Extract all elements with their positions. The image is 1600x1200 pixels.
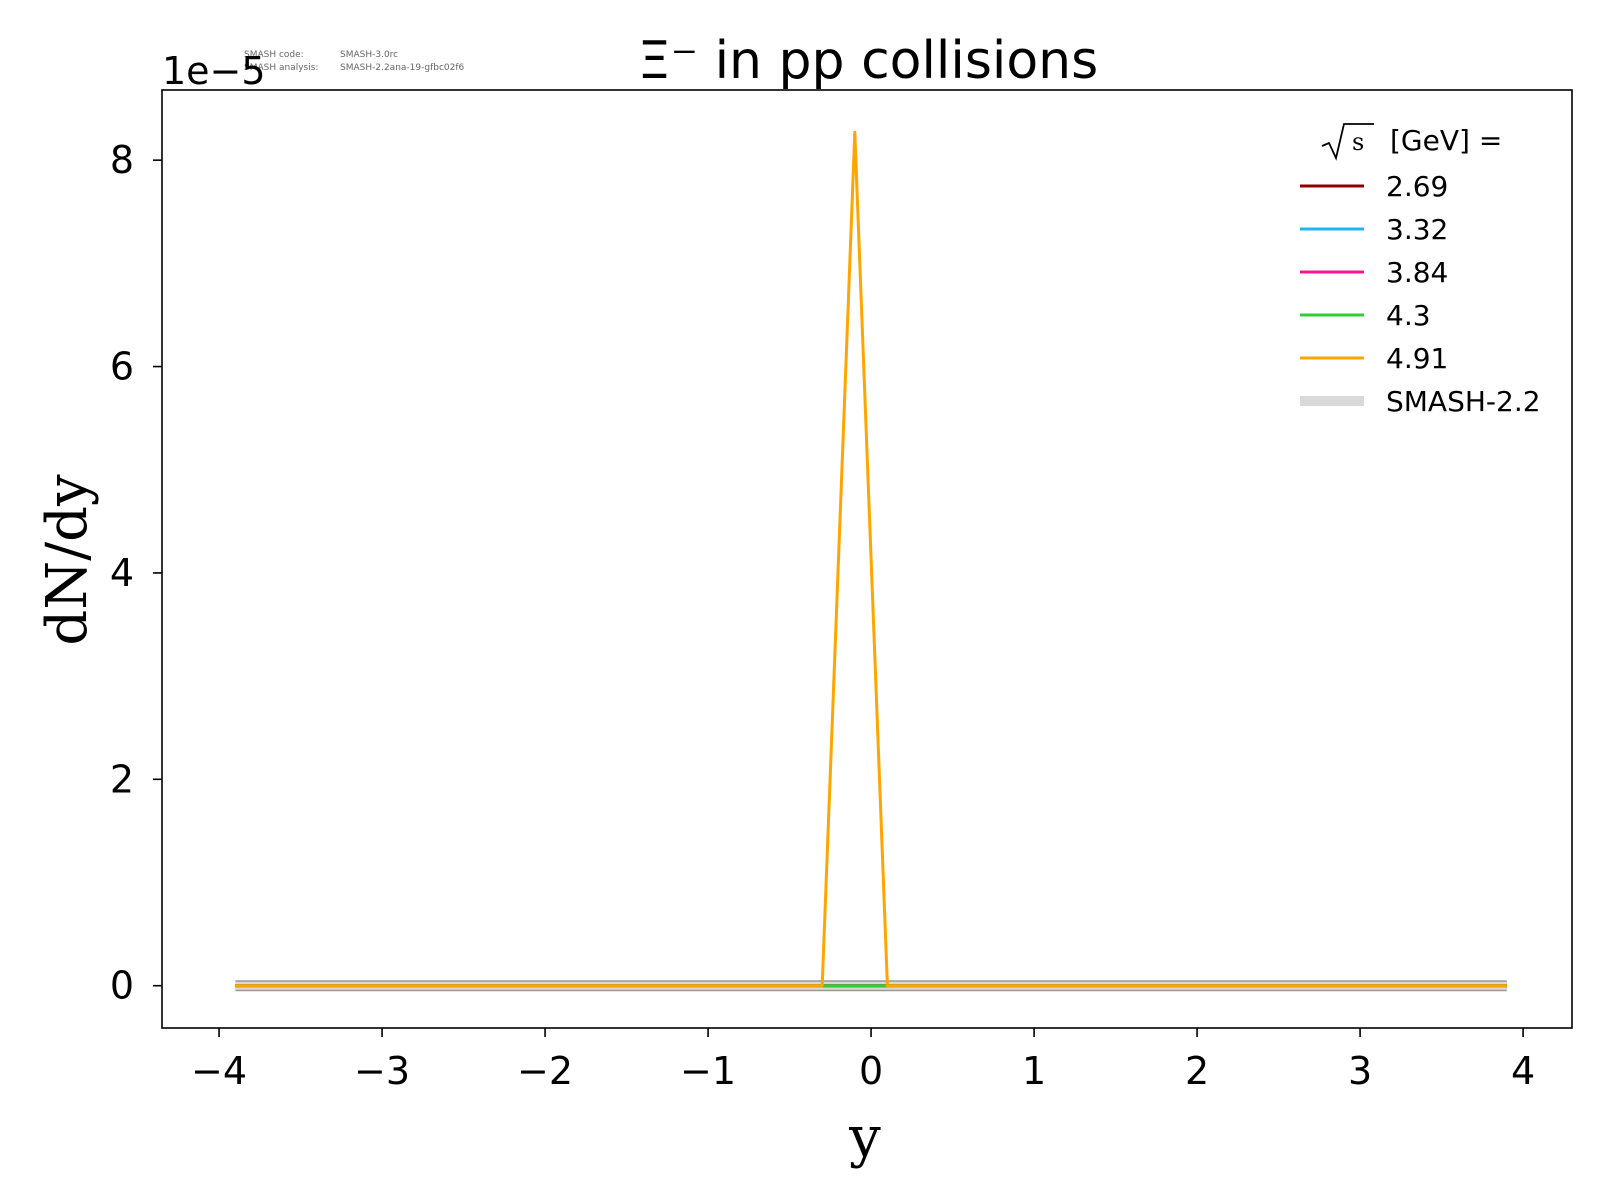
x-tick-label: −3 (354, 1049, 410, 1093)
x-tick-label: 4 (1511, 1049, 1535, 1093)
x-tick-label: −2 (517, 1049, 573, 1093)
legend-label: 2.69 (1386, 170, 1448, 203)
y-tick-label: 6 (110, 345, 134, 389)
sqrt-s-symbol: s (1321, 123, 1374, 161)
legend-label: 4.91 (1386, 342, 1448, 375)
legend-title-sqrt-s: s (1352, 128, 1364, 156)
legend-label: 3.84 (1386, 256, 1448, 289)
series-line-4-91 (235, 130, 1507, 988)
version-analysis-value: SMASH-2.2ana-19-gfbc02f6 (340, 63, 465, 73)
x-tick-label: 2 (1185, 1049, 1209, 1093)
legend-label: SMASH-2.2 (1386, 385, 1541, 418)
x-tick-label: −1 (680, 1049, 736, 1093)
legend-label: 3.32 (1386, 213, 1448, 246)
x-axis-title: y (848, 1105, 881, 1170)
y-tick-label: 4 (110, 551, 134, 595)
legend-title: [GeV] = (1390, 124, 1502, 157)
y-axis-title: dN/dy (35, 474, 100, 646)
chart-title: Ξ⁻ in pp collisions (638, 31, 1098, 91)
x-tick-label: −4 (191, 1049, 247, 1093)
version-analysis-label: SMASH analysis: (244, 63, 318, 73)
legend-label: 4.3 (1386, 299, 1431, 332)
plot-frame (161, 89, 1573, 1029)
y-tick-label: 2 (110, 757, 134, 801)
y-tick-label: 0 (110, 964, 134, 1008)
x-tick-label: 1 (1022, 1049, 1046, 1093)
version-code-value: SMASH-3.0rc (340, 50, 398, 60)
y-offset-label: 1e−5 (162, 49, 266, 93)
ticks-layer: −4 −3 −2 −1 0 1 2 3 4 0 2 4 6 8 (110, 138, 1535, 1093)
version-code-label: SMASH code: (244, 50, 304, 60)
series-layer (235, 130, 1507, 992)
y-tick-label: 8 (110, 138, 134, 182)
x-tick-label: 3 (1348, 1049, 1372, 1093)
x-tick-label: 0 (859, 1049, 883, 1093)
legend: s [GeV] = 2.69 3.32 3.84 4.3 4.91 SMASH-2.2 (1300, 123, 1541, 418)
